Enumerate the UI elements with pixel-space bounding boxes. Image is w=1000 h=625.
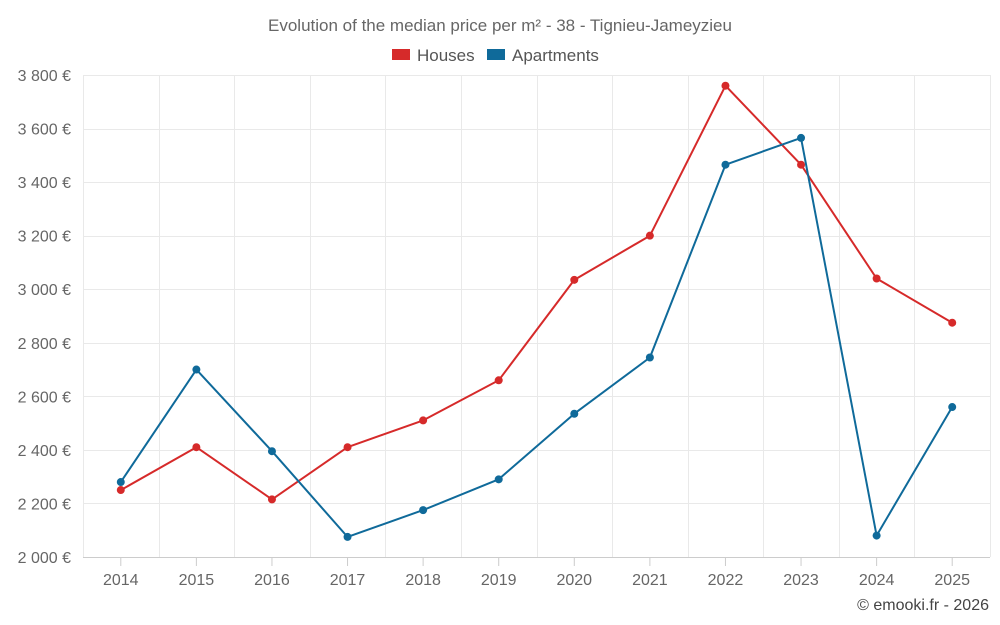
y-tick-label: 2 200 € <box>18 496 71 513</box>
data-point-apartments[interactable] <box>645 353 654 362</box>
y-tick-label: 3 200 € <box>18 229 71 246</box>
legend: Houses Apartments <box>392 46 599 65</box>
data-point-apartments[interactable] <box>721 160 730 169</box>
x-tick-label: 2023 <box>783 572 819 589</box>
data-point-apartments[interactable] <box>948 403 957 412</box>
x-tick-label: 2022 <box>708 572 744 589</box>
x-tick-label: 2025 <box>934 572 970 589</box>
y-tick-label: 2 000 € <box>18 550 71 567</box>
y-tick-label: 2 600 € <box>18 389 71 406</box>
data-point-houses[interactable] <box>721 81 730 90</box>
data-point-houses[interactable] <box>645 231 654 240</box>
legend-item-apartments[interactable]: Apartments <box>487 46 599 65</box>
data-point-apartments[interactable] <box>343 532 352 541</box>
data-point-houses[interactable] <box>267 495 276 504</box>
data-point-apartments[interactable] <box>494 475 503 484</box>
data-point-houses[interactable] <box>872 274 881 283</box>
x-tick-label: 2017 <box>330 572 366 589</box>
data-point-houses[interactable] <box>419 416 428 425</box>
y-tick-label: 3 400 € <box>18 175 71 192</box>
legend-label-houses: Houses <box>417 46 475 65</box>
legend-swatch-houses <box>392 49 410 60</box>
data-point-apartments[interactable] <box>419 506 428 515</box>
y-tick-label: 2 400 € <box>18 443 71 460</box>
data-point-houses[interactable] <box>494 376 503 385</box>
x-tick-label: 2015 <box>179 572 215 589</box>
x-tick-label: 2019 <box>481 572 517 589</box>
chart-title: Evolution of the median price per m² - 3… <box>268 16 732 35</box>
series <box>116 81 957 541</box>
y-axis-ticks: 2 000 € 2 200 € 2 400 € 2 600 € 2 800 € 3 000… <box>18 68 71 567</box>
grid <box>83 75 991 557</box>
y-tick-label: 3 000 € <box>18 282 71 299</box>
x-tick-label: 2021 <box>632 572 668 589</box>
data-point-houses[interactable] <box>343 443 352 452</box>
data-point-houses[interactable] <box>570 275 579 284</box>
x-axis-ticks: 2014 2015 2016 2017 2018 2019 2020 2021 2022 2023… <box>103 557 970 589</box>
data-point-apartments[interactable] <box>192 365 201 374</box>
legend-swatch-apartments <box>487 49 505 60</box>
legend-label-apartments: Apartments <box>512 46 599 65</box>
data-point-houses[interactable] <box>116 486 125 495</box>
data-point-houses[interactable] <box>948 318 957 327</box>
data-point-houses[interactable] <box>797 160 806 169</box>
data-point-apartments[interactable] <box>872 531 881 540</box>
series-line-houses <box>120 84 953 501</box>
y-tick-label: 3 600 € <box>18 122 71 139</box>
x-tick-label: 2024 <box>859 572 895 589</box>
y-tick-label: 3 800 € <box>18 68 71 85</box>
data-point-apartments[interactable] <box>570 409 579 418</box>
y-tick-label: 2 800 € <box>18 336 71 353</box>
x-tick-label: 2014 <box>103 572 139 589</box>
data-point-houses[interactable] <box>192 443 201 452</box>
data-point-apartments[interactable] <box>797 133 806 142</box>
x-tick-label: 2020 <box>556 572 592 589</box>
data-point-apartments[interactable] <box>116 478 125 487</box>
legend-item-houses[interactable]: Houses <box>392 46 475 65</box>
x-tick-label: 2016 <box>254 572 290 589</box>
data-point-apartments[interactable] <box>267 447 276 456</box>
x-tick-label: 2018 <box>405 572 441 589</box>
credit-text: © emooki.fr - 2026 <box>857 597 989 614</box>
series-line-apartments <box>119 136 954 538</box>
